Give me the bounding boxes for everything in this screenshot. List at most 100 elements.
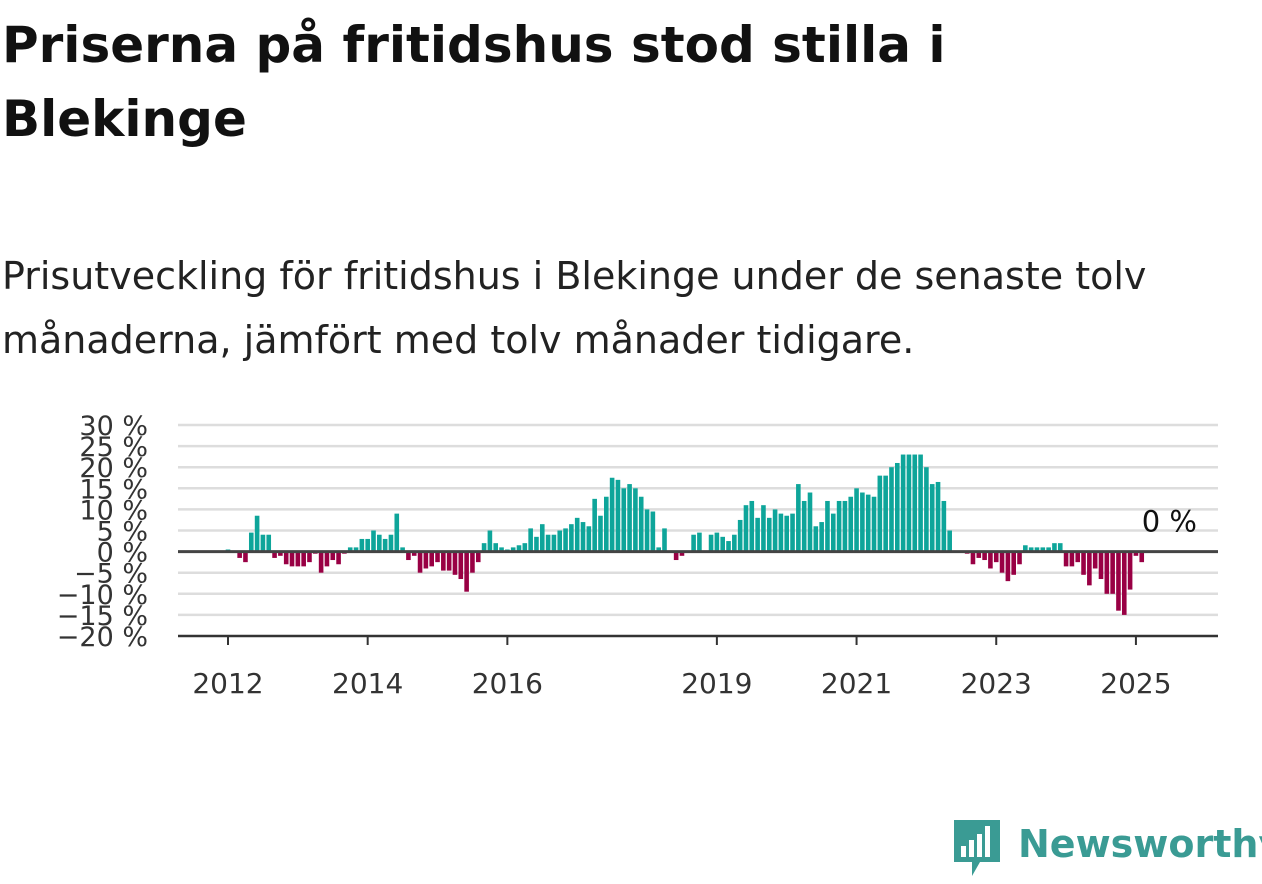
bar <box>644 509 650 552</box>
bar <box>551 534 557 552</box>
bar <box>673 551 679 561</box>
bar <box>260 534 266 552</box>
bar <box>1052 543 1057 552</box>
bar <box>237 551 242 558</box>
x-axis-ticks: 2012 2014 2016 2019 2021 2023 2025 <box>192 636 1172 700</box>
bar <box>836 500 842 552</box>
y-tick-label: 25 % <box>79 432 148 463</box>
bar <box>749 500 755 552</box>
brand-name: Newsworthy <box>1018 822 1262 866</box>
newsworthy-brand[interactable]: Newsworthy <box>950 818 1262 880</box>
bar <box>423 551 429 569</box>
bar <box>813 526 819 552</box>
bar <box>569 524 574 552</box>
bar <box>487 530 493 552</box>
x-tick-label: 2012 <box>192 667 263 700</box>
bar <box>1081 551 1086 575</box>
gridlines <box>178 423 1218 617</box>
bar <box>475 551 481 563</box>
bar <box>272 551 277 558</box>
bar <box>720 536 725 552</box>
bar <box>347 547 353 552</box>
bar <box>988 551 993 569</box>
bar <box>970 551 976 565</box>
bar <box>324 551 330 567</box>
bar <box>982 551 987 561</box>
bar <box>755 517 760 552</box>
bar <box>691 534 696 552</box>
bar <box>516 545 522 552</box>
bar <box>1069 551 1075 567</box>
bar <box>429 551 434 567</box>
bar <box>842 500 848 552</box>
bar <box>283 551 289 565</box>
bar <box>435 551 440 563</box>
bar <box>976 551 982 558</box>
bar <box>784 515 790 552</box>
bar <box>336 551 341 565</box>
bar <box>819 522 824 552</box>
x-tick-label: 2016 <box>472 667 543 700</box>
bar <box>371 530 376 552</box>
bar <box>417 551 423 573</box>
bar <box>580 522 586 552</box>
bar <box>761 505 766 552</box>
y-tick-label: −10 % <box>57 580 148 611</box>
bar <box>1133 551 1139 556</box>
bar <box>406 551 411 561</box>
bar <box>248 532 254 552</box>
bar <box>1075 551 1081 563</box>
bar <box>289 551 295 567</box>
bar <box>278 551 283 556</box>
bar <box>359 538 365 552</box>
bar <box>557 530 563 552</box>
bar <box>732 534 737 552</box>
bar <box>662 528 667 552</box>
bar <box>778 513 784 552</box>
bar <box>656 547 661 552</box>
bar <box>871 496 877 552</box>
bar <box>1139 551 1145 563</box>
bar <box>1034 547 1040 552</box>
bar <box>912 454 918 552</box>
bar <box>377 534 382 552</box>
bar <box>266 534 272 552</box>
bar <box>318 551 324 573</box>
bar <box>1063 551 1069 567</box>
bar <box>993 551 999 563</box>
bar <box>615 479 621 552</box>
bar <box>743 505 749 552</box>
bar <box>458 551 464 580</box>
y-tick-label: 5 % <box>97 517 148 548</box>
bar <box>633 488 638 552</box>
bar <box>1092 551 1098 569</box>
bar <box>638 496 644 552</box>
bar <box>860 492 865 552</box>
bar <box>807 492 813 552</box>
bar <box>801 500 807 552</box>
bar <box>563 528 568 552</box>
bar <box>737 519 743 552</box>
bar <box>301 551 306 567</box>
newsworthy-logo-icon <box>954 820 1000 876</box>
bar <box>243 551 248 563</box>
bar <box>464 551 469 592</box>
bar <box>796 484 801 552</box>
bar <box>1017 551 1022 565</box>
bar <box>470 551 475 573</box>
bar <box>1046 547 1051 552</box>
x-tick-label: 2021 <box>821 667 892 700</box>
bar <box>714 532 720 552</box>
bar <box>865 494 871 552</box>
bar <box>574 517 580 552</box>
bar <box>1121 551 1127 615</box>
y-tick-label: 10 % <box>79 495 148 526</box>
bar <box>598 515 603 552</box>
bar <box>295 551 301 567</box>
y-axis-tick-labels: 30 %25 %20 %15 %10 %5 %0 %−5 %−10 %−15 %… <box>57 411 148 653</box>
bar <box>766 517 772 552</box>
bar <box>929 484 935 552</box>
bar <box>592 498 597 552</box>
bar <box>621 488 627 552</box>
bar <box>400 547 405 552</box>
